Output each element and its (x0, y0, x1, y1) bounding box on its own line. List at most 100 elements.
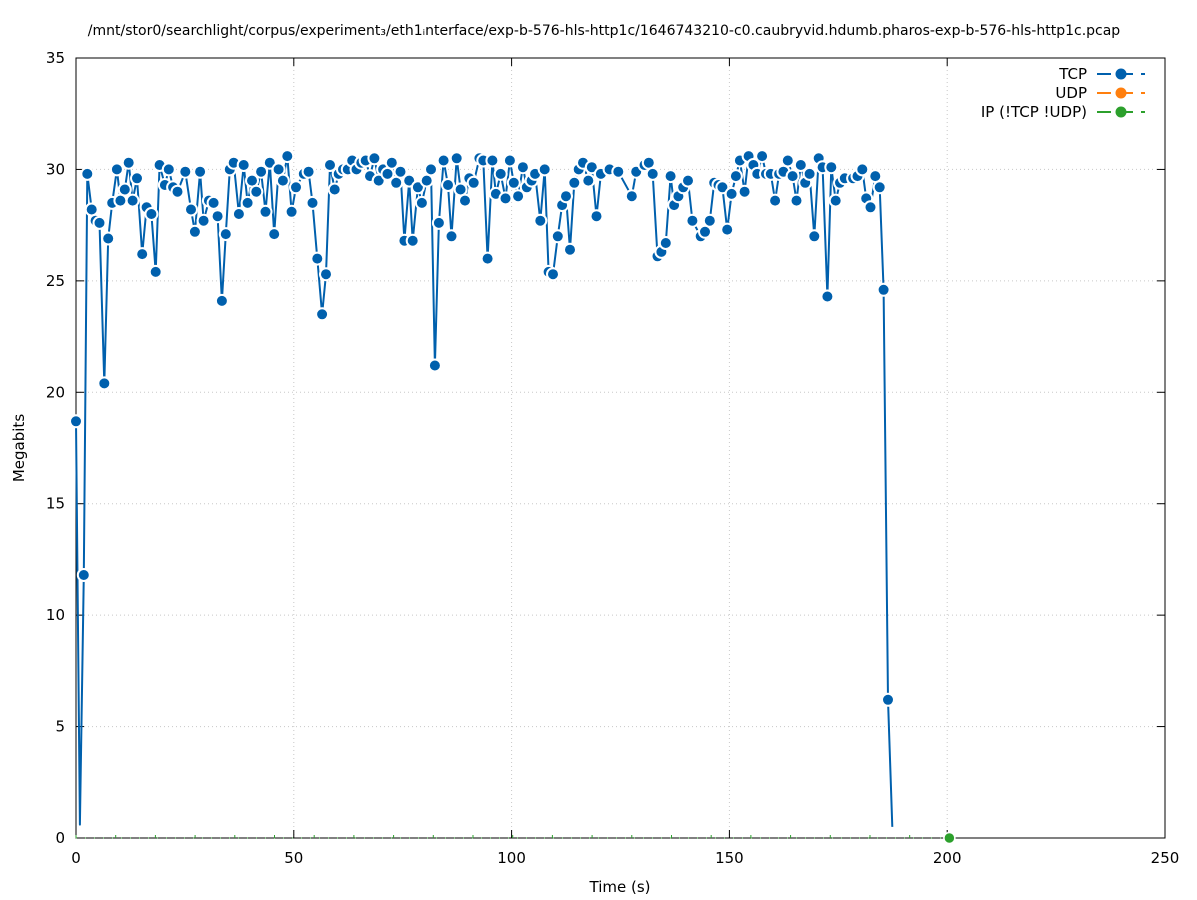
tcp-data-point (130, 171, 144, 186)
tcp-data-point (881, 692, 895, 707)
x-tick-label: 50 (284, 849, 303, 867)
tcp-data-point (170, 184, 185, 199)
tcp-data-point (715, 180, 730, 195)
tcp-data-point (768, 193, 783, 208)
tcp-data-point (109, 162, 124, 177)
tcp-data-point (506, 175, 521, 190)
legend-label: IP (!TCP !UDP) (981, 103, 1087, 121)
tcp-data-point (537, 162, 552, 177)
legend-swatch-point (1115, 87, 1127, 99)
tcp-data-point (581, 173, 596, 188)
tcp-data-point (559, 189, 573, 204)
tcp-data-point (405, 233, 420, 248)
tcp-data-point (480, 251, 495, 266)
tcp-data-point (567, 175, 582, 190)
tcp-data-point (69, 414, 83, 429)
y-tick-label: 15 (46, 495, 65, 513)
tcp-data-point (737, 184, 752, 199)
tcp-data-point (218, 227, 233, 242)
x-tick-label: 150 (715, 849, 744, 867)
tcp-data-point (184, 202, 198, 217)
tcp-data-point (855, 162, 870, 177)
tcp-data-point (301, 164, 316, 179)
tcp-data-point (427, 358, 442, 373)
tcp-data-point (310, 251, 325, 266)
tcp-data-point (755, 149, 770, 164)
tcp-data-point (384, 155, 399, 170)
tcp-data-point (424, 162, 438, 177)
tcp-data-point (148, 264, 163, 279)
tcp-data-point (193, 164, 208, 179)
tcp-data-point (289, 180, 303, 195)
tcp-data-point (720, 222, 735, 237)
tcp-data-point (780, 153, 795, 168)
tcp-data-point (485, 153, 500, 168)
tcp-data-point (498, 191, 513, 206)
tcp-data-point (121, 155, 136, 170)
tcp-data-point (144, 207, 159, 221)
tcp-data-point (271, 162, 286, 177)
chart-title: /mnt/stor0/searchlight/corpus/experiment… (88, 23, 1121, 39)
x-tick-label: 100 (497, 849, 526, 867)
data-marks (69, 149, 956, 845)
axes: 0 50 100 150 200 250 0 5 10 15 20 25 30 35 (46, 49, 1179, 867)
y-tick-label: 0 (55, 829, 65, 847)
tcp-data-point (187, 224, 202, 239)
legend-label: UDP (1055, 84, 1087, 102)
tcp-data-point (125, 193, 140, 208)
tcp-data-point (305, 195, 320, 210)
tcp-data-point (393, 164, 408, 179)
y-tick-label: 20 (46, 383, 65, 401)
ip-data-point (943, 831, 956, 845)
tcp-data-point (624, 189, 639, 204)
tcp-data-point (458, 193, 472, 208)
tcp-data-point (267, 227, 282, 242)
tcp-data-point (196, 213, 211, 228)
tcp-data-point (793, 158, 808, 172)
tcp-data-point (210, 209, 225, 224)
tcp-data-point (493, 166, 508, 181)
tcp-data-point (872, 180, 887, 195)
legend-swatch-point (1115, 106, 1127, 118)
series-ip-tcp-udp (75, 831, 956, 845)
tcp-data-point (117, 182, 132, 197)
tcp-data-point (178, 164, 193, 179)
tcp-data-point (135, 247, 150, 262)
tcp-data-point (84, 202, 99, 217)
tcp-data-point (663, 169, 678, 184)
tcp-data-point (863, 200, 878, 215)
tcp-data-point (728, 169, 743, 184)
tcp-data-point (515, 160, 530, 175)
tcp-data-point (611, 164, 626, 179)
x-tick-label: 250 (1151, 849, 1180, 867)
tcp-data-point (550, 229, 565, 244)
legend-label: TCP (1058, 65, 1087, 83)
tcp-data-point (214, 293, 229, 308)
tcp-data-point (724, 186, 739, 201)
tcp-data-point (868, 169, 883, 184)
tcp-data-point (327, 182, 342, 197)
tcp-data-point (820, 289, 835, 304)
tcp-data-point (419, 173, 434, 188)
tcp-data-point (789, 193, 804, 208)
tcp-data-point (97, 376, 112, 391)
y-axis-title: Megabits (10, 414, 28, 482)
tcp-data-point (681, 173, 695, 188)
tcp-data-point (641, 155, 656, 170)
tcp-data-point (645, 166, 660, 181)
x-tick-label: 0 (71, 849, 81, 867)
tcp-data-point (280, 149, 295, 164)
tcp-data-point (828, 193, 843, 208)
x-tick-label: 200 (933, 849, 962, 867)
tcp-data-point (824, 160, 839, 175)
tcp-data-point (80, 166, 95, 181)
tcp-data-point (76, 568, 91, 582)
tcp-data-point (315, 307, 330, 322)
tcp-data-point (236, 158, 251, 172)
tcp-data-point (444, 229, 459, 244)
y-tick-label: 5 (55, 718, 65, 736)
tcp-data-point (367, 151, 382, 166)
